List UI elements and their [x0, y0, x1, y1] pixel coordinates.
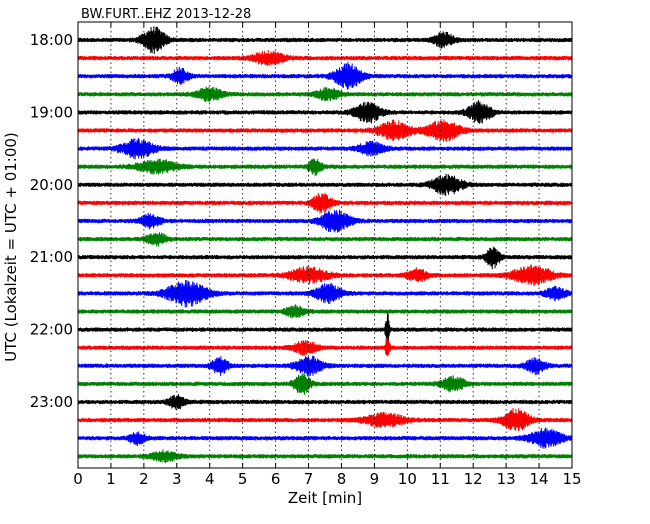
- x-tick-label: 11: [431, 470, 450, 488]
- ticks-layer: [77, 22, 573, 468]
- seismic-trace: [77, 26, 573, 54]
- y-tick-label: 23:00: [30, 393, 73, 411]
- x-tick-label: 2: [139, 470, 149, 488]
- x-tick-label: 10: [398, 470, 417, 488]
- y-tick-label: 19:00: [30, 103, 73, 121]
- x-tick-label: 12: [464, 470, 483, 488]
- seismic-trace: [77, 312, 573, 343]
- x-axis-label: Zeit [min]: [288, 489, 362, 507]
- seismic-trace: [77, 427, 573, 449]
- seismic-trace: [77, 119, 573, 142]
- seismic-trace: [77, 279, 573, 308]
- seismic-trace: [77, 264, 573, 286]
- tick-labels-layer: 0 1 2 3 4 5 6 7 8 9 10 11 12 13 14 1518:0019:0020:0021:…: [30, 31, 582, 488]
- plot-frame: [77, 21, 573, 469]
- seismic-trace: [77, 158, 573, 176]
- x-tick-label: 1: [106, 470, 116, 488]
- seismic-trace: [77, 173, 573, 196]
- y-axis-label: UTC (Lokalzeit = UTC + 01:00): [2, 132, 20, 362]
- x-tick-label: 8: [337, 470, 347, 488]
- seismic-trace: [77, 338, 573, 357]
- y-tick-label: 18:00: [30, 31, 73, 49]
- seismic-trace: [77, 192, 573, 214]
- y-tick-label: 22:00: [30, 321, 73, 339]
- x-tick-label: 7: [304, 470, 314, 488]
- x-tick-label: 9: [370, 470, 380, 488]
- seismic-trace: [77, 408, 573, 432]
- x-tick-label: 3: [172, 470, 182, 488]
- seismic-trace: [77, 394, 573, 411]
- x-tick-label: 13: [497, 470, 516, 488]
- y-tick-label: 21:00: [30, 248, 73, 266]
- seismic-trace: [77, 100, 573, 124]
- traces-layer: [77, 26, 573, 464]
- y-tick-label: 20:00: [30, 176, 73, 194]
- seismic-trace: [77, 449, 573, 464]
- seismic-trace: [77, 304, 573, 319]
- x-tick-label: 5: [238, 470, 248, 488]
- seismic-trace: [77, 246, 573, 270]
- seismic-trace: [77, 137, 573, 160]
- x-tick-label: 4: [205, 470, 215, 488]
- seismic-trace: [77, 62, 573, 90]
- seismic-trace: [77, 372, 573, 395]
- seismic-trace: [77, 86, 573, 103]
- x-tick-label: 0: [73, 470, 83, 488]
- x-tick-label: 6: [271, 470, 281, 488]
- seismic-trace: [77, 232, 573, 247]
- x-tick-label: 14: [530, 470, 549, 488]
- chart-title: BW.FURT..EHZ 2013-12-28: [81, 7, 251, 22]
- seismic-trace: [77, 355, 573, 377]
- x-tick-label: 15: [562, 470, 581, 488]
- seismic-trace: [77, 49, 573, 66]
- seismic-trace: [77, 209, 573, 233]
